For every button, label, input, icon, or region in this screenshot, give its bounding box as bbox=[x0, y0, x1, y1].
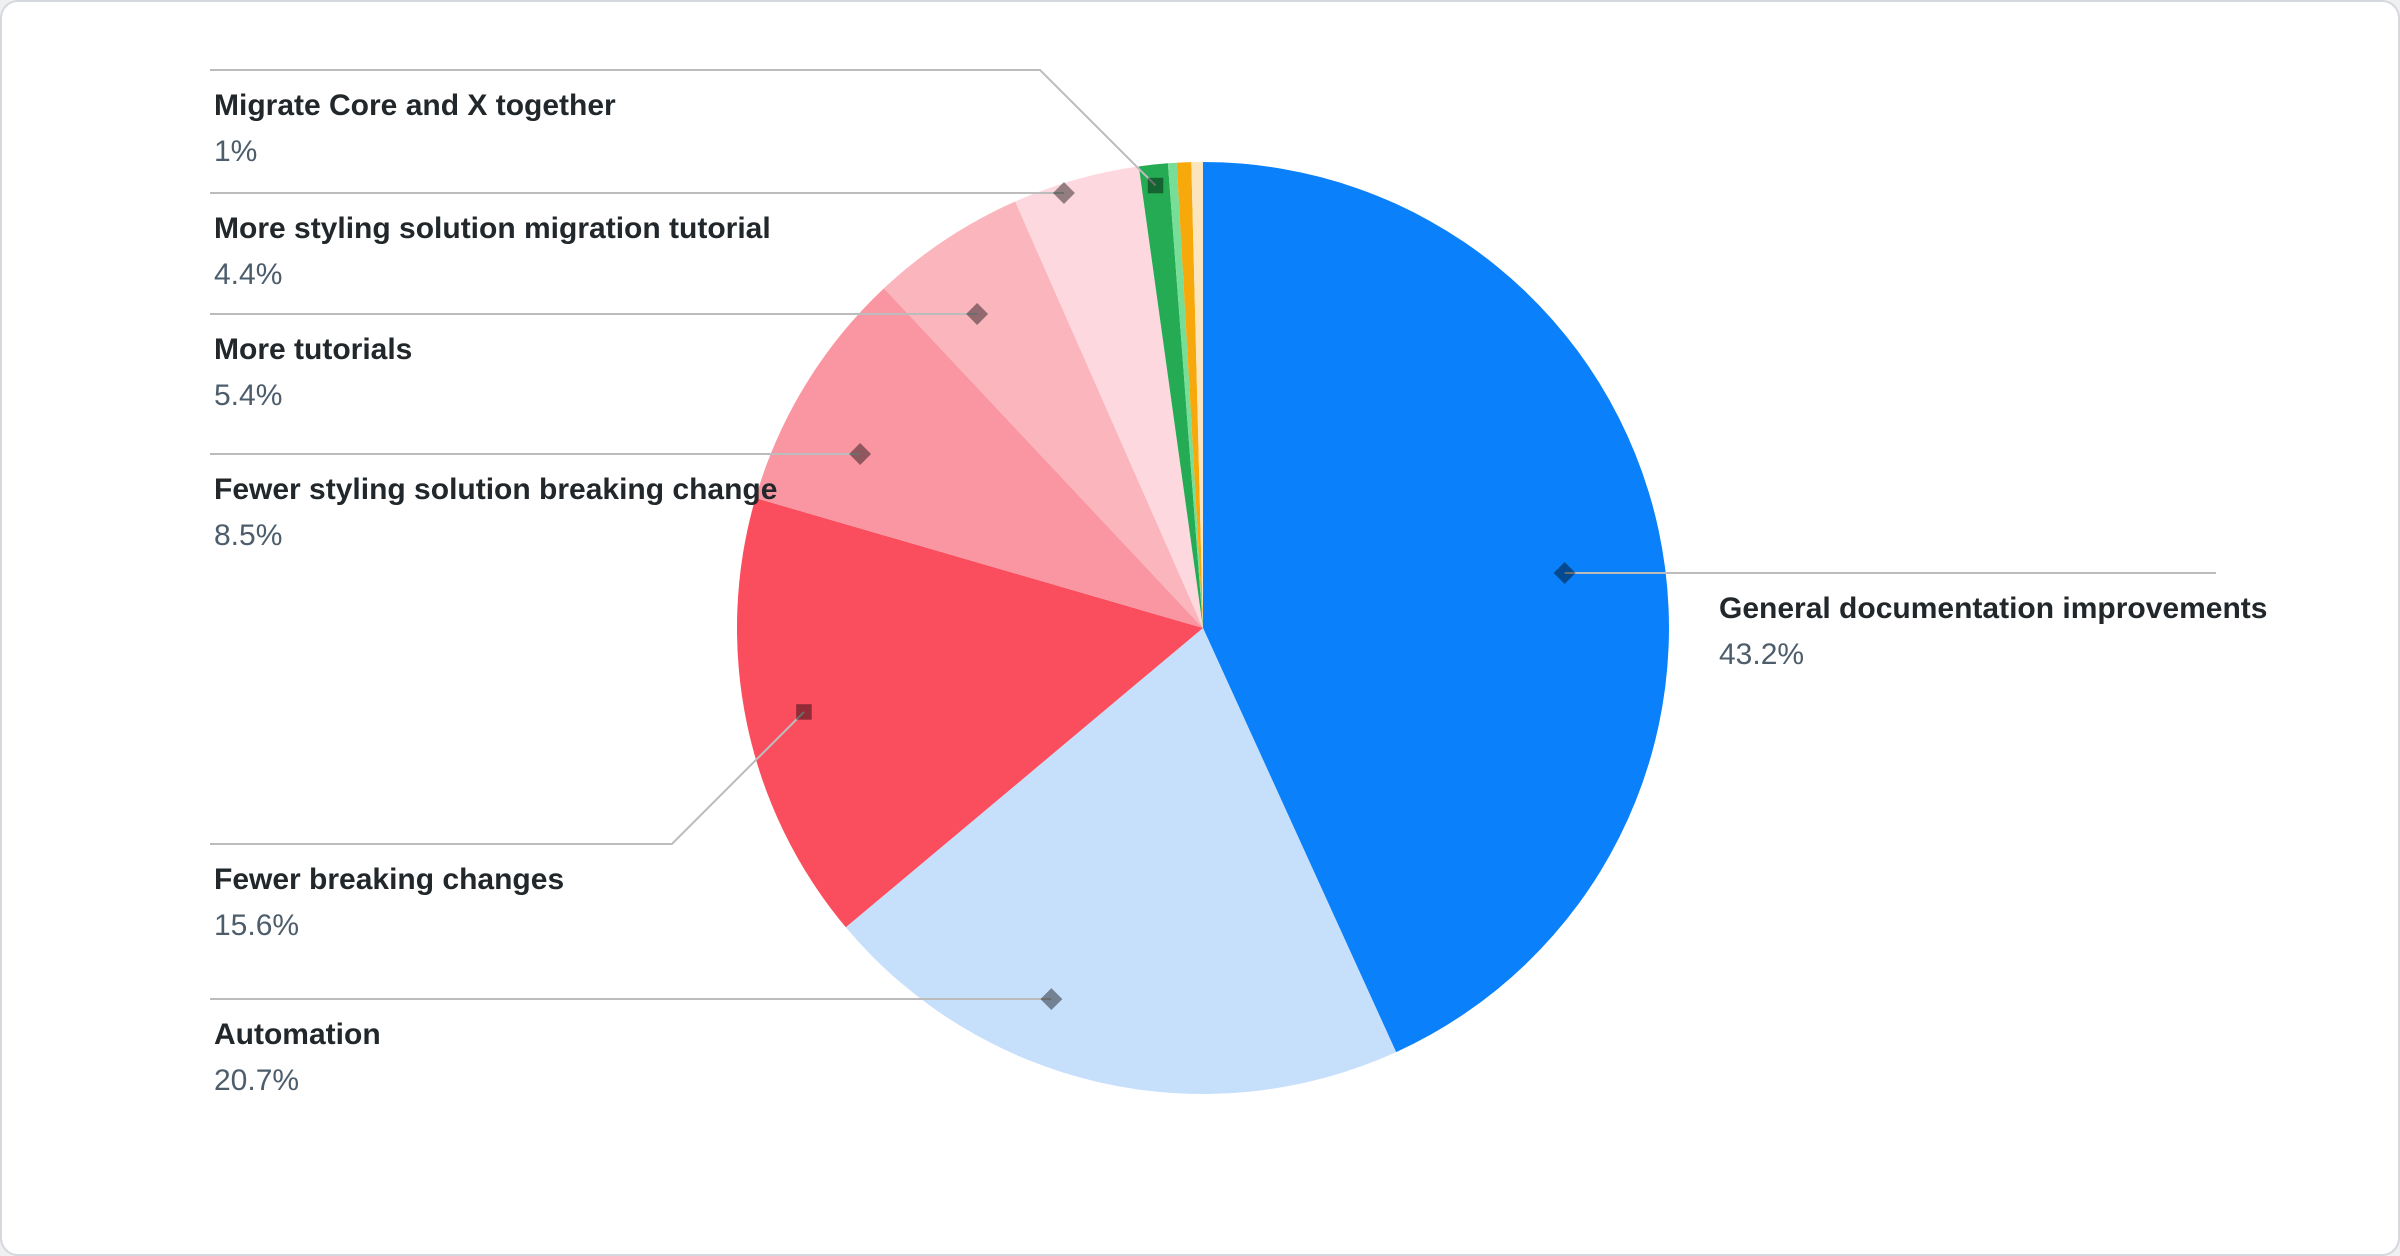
slice-label: Fewer styling solution breaking change bbox=[214, 473, 778, 506]
slice-label: Automation bbox=[214, 1018, 381, 1051]
pie-slice[interactable] bbox=[1203, 162, 1669, 1053]
pie-slice[interactable] bbox=[884, 201, 1203, 629]
callout-diamond-marker bbox=[966, 303, 989, 325]
pie-slice[interactable] bbox=[1138, 163, 1203, 629]
slice-percent: 1% bbox=[214, 135, 258, 168]
callout-more-tutorials: More tutorials 5.4% bbox=[214, 332, 412, 414]
slice-label: More tutorials bbox=[214, 333, 413, 366]
slice-label: More styling solution migration tutorial bbox=[214, 212, 771, 245]
slice-label: General documentation improvements bbox=[1719, 592, 2268, 625]
slice-label: Migrate Core and X together bbox=[214, 89, 616, 122]
callout-fewer-styling-solution-breaking-change: Fewer styling solution breaking change 8… bbox=[214, 472, 777, 554]
slice-percent: 20.7% bbox=[214, 1064, 300, 1097]
callout-diamond-marker bbox=[1052, 182, 1075, 204]
slice-percent: 15.6% bbox=[214, 909, 300, 942]
slice-percent: 8.5% bbox=[214, 519, 283, 552]
slice-percent: 5.4% bbox=[214, 379, 283, 412]
callout-square-marker bbox=[796, 704, 812, 720]
pie-slice[interactable] bbox=[1176, 162, 1203, 628]
pie-slice[interactable] bbox=[755, 288, 1204, 628]
callout-automation: Automation 20.7% bbox=[214, 1017, 381, 1099]
slice-label: Fewer breaking changes bbox=[214, 863, 565, 896]
callout-migrate-core-and-x-together: Migrate Core and X together 1% bbox=[214, 88, 616, 170]
callout-general-documentation-improvements: General documentation improvements 43.2% bbox=[1719, 591, 2267, 673]
pie-slice[interactable] bbox=[1167, 162, 1203, 628]
callout-diamond-marker bbox=[849, 443, 872, 465]
slice-percent: 43.2% bbox=[1719, 638, 1805, 671]
callout-fewer-breaking-changes: Fewer breaking changes 15.6% bbox=[214, 862, 564, 944]
callout-leader-line bbox=[210, 711, 805, 845]
pie-slice[interactable] bbox=[1015, 166, 1203, 628]
callout-diamond-marker bbox=[1040, 988, 1063, 1011]
pie-slice[interactable] bbox=[845, 628, 1397, 1095]
callout-square-marker bbox=[1147, 177, 1164, 194]
slice-percent: 4.4% bbox=[214, 258, 283, 291]
pie-slice[interactable] bbox=[736, 498, 1203, 928]
callout-leader-line bbox=[210, 69, 1157, 187]
callout-more-styling-solution-migration-tutorial: More styling solution migration tutorial… bbox=[214, 211, 771, 293]
pie-slice[interactable] bbox=[1191, 161, 1203, 628]
callout-diamond-marker bbox=[1553, 562, 1576, 584]
